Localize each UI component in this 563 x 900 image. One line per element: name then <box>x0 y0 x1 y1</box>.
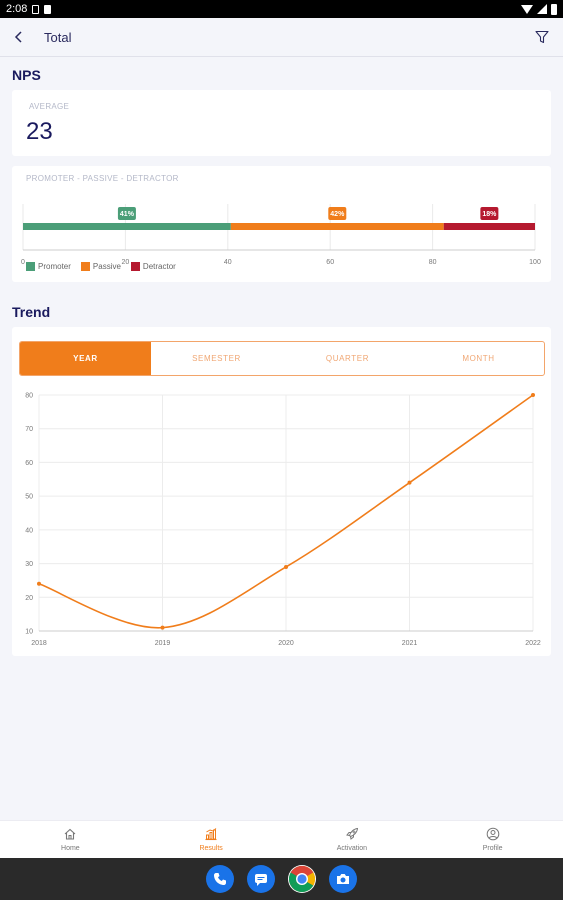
messages-icon[interactable] <box>247 865 275 893</box>
legend-item-promoter: Promoter <box>26 262 71 271</box>
wifi-icon <box>521 4 533 14</box>
stack-bar-segment-promoter <box>23 223 231 230</box>
x-tick-label: 2020 <box>278 640 294 647</box>
y-tick-label: 80 <box>25 393 33 400</box>
battery-icon <box>551 3 557 15</box>
nps-section-title: NPS <box>12 67 41 83</box>
nps-legend: Promoter Passive Detractor <box>26 262 176 271</box>
stack-data-label-bg <box>117 207 136 220</box>
legend-item-passive: Passive <box>80 262 121 271</box>
stack-data-label-bg <box>328 207 347 220</box>
stack-data-label-bg <box>480 207 499 220</box>
stack-tick-label: 0 <box>21 259 25 266</box>
y-tick-label: 60 <box>25 460 33 467</box>
x-tick-label: 2021 <box>402 640 418 647</box>
x-tick-label: 2018 <box>31 640 47 647</box>
chevron-left-icon <box>14 31 22 43</box>
legend-label: Promoter <box>38 262 71 271</box>
nav-item-label: Profile <box>482 845 503 852</box>
stack-data-label: 41% <box>120 211 135 218</box>
nps-average-card: AVERAGE 23 <box>12 90 551 156</box>
tab-month[interactable]: MONTH <box>462 354 495 363</box>
stack-tick-label: 40 <box>224 259 232 266</box>
y-tick-label: 40 <box>25 527 33 534</box>
stack-tick-label: 100 <box>529 259 541 266</box>
nav-item-label: Activation <box>336 845 368 852</box>
signal-icon <box>537 4 547 14</box>
stack-data-label: 18% <box>482 211 497 218</box>
nav-item-results[interactable]: Results <box>141 821 282 858</box>
stack-tick-label: 20 <box>122 259 130 266</box>
nav-item-home[interactable]: Home <box>0 821 141 858</box>
nav-item-label: Results <box>199 845 223 852</box>
tab-semester[interactable]: SEMESTER <box>192 354 241 363</box>
legend-label: Detractor <box>142 262 176 271</box>
home-icon <box>63 827 77 843</box>
chrome-icon[interactable] <box>288 865 316 893</box>
y-tick-label: 50 <box>25 494 33 501</box>
trend-data-point <box>37 581 41 586</box>
filter-icon <box>535 30 549 44</box>
stack-bar-segment-passive <box>230 223 444 230</box>
sim-icon <box>32 4 40 14</box>
y-tick-label: 20 <box>25 595 33 602</box>
bottom-navigation: Home Results Activation Profile <box>0 820 563 858</box>
x-tick-label: 2022 <box>525 640 541 647</box>
nps-stacked-bar-chart: 0 20 40 60 80 100 41% 42% 18% <box>21 204 541 266</box>
average-value: 23 <box>26 118 53 145</box>
app-bar: Total <box>0 18 563 57</box>
legend-swatch <box>80 262 90 271</box>
y-tick-label: 10 <box>25 629 33 636</box>
legend-label: Passive <box>92 262 121 271</box>
user-icon <box>486 827 500 843</box>
filter-button[interactable] <box>531 26 553 48</box>
average-label: AVERAGE <box>29 102 70 111</box>
bar-chart-icon <box>204 827 218 843</box>
nav-item-label: Home <box>61 845 80 852</box>
y-tick-label: 30 <box>25 561 33 568</box>
stack-data-label: 42% <box>330 211 345 218</box>
y-tick-label: 70 <box>25 426 33 433</box>
back-button[interactable] <box>2 18 36 57</box>
breakdown-label: PROMOTER - PASSIVE - DETRACTOR <box>26 174 179 183</box>
nps-breakdown-card: PROMOTER - PASSIVE - DETRACTOR 0 20 40 60 80… <box>12 166 551 282</box>
nav-item-activation[interactable]: Activation <box>282 821 423 858</box>
tab-quarter[interactable]: QUARTER <box>325 354 370 363</box>
trend-data-point <box>407 480 412 485</box>
camera-icon[interactable] <box>329 865 357 893</box>
status-time: 2:08 <box>6 3 28 15</box>
trend-period-tabs: YEAR SEMESTER QUARTER MONTH <box>19 341 545 376</box>
status-bar: 2:08 <box>0 0 563 18</box>
phone-icon[interactable] <box>206 865 234 893</box>
legend-swatch <box>26 262 35 271</box>
page-title: Total <box>44 29 72 45</box>
tab-year[interactable]: YEAR <box>20 342 151 375</box>
trend-data-point <box>284 564 288 569</box>
stack-tick-label: 80 <box>429 259 437 266</box>
stack-bar-segment-detractor <box>443 223 535 230</box>
trend-line-chart: 10 20 30 40 50 60 70 80 2018 2019 2020 2021 2022 <box>25 393 541 648</box>
stack-tick-label: 60 <box>326 259 334 266</box>
trend-section-title: Trend <box>12 304 51 320</box>
rocket-icon <box>345 827 359 843</box>
nav-item-profile[interactable]: Profile <box>422 821 563 858</box>
taskbar <box>0 858 563 900</box>
legend-swatch <box>130 262 140 271</box>
x-tick-label: 2019 <box>155 640 171 647</box>
trend-card <box>12 327 551 656</box>
storage-icon <box>44 4 52 14</box>
trend-data-point <box>160 625 165 630</box>
trend-data-point <box>531 393 535 397</box>
legend-item-detractor: Detractor <box>130 262 176 271</box>
